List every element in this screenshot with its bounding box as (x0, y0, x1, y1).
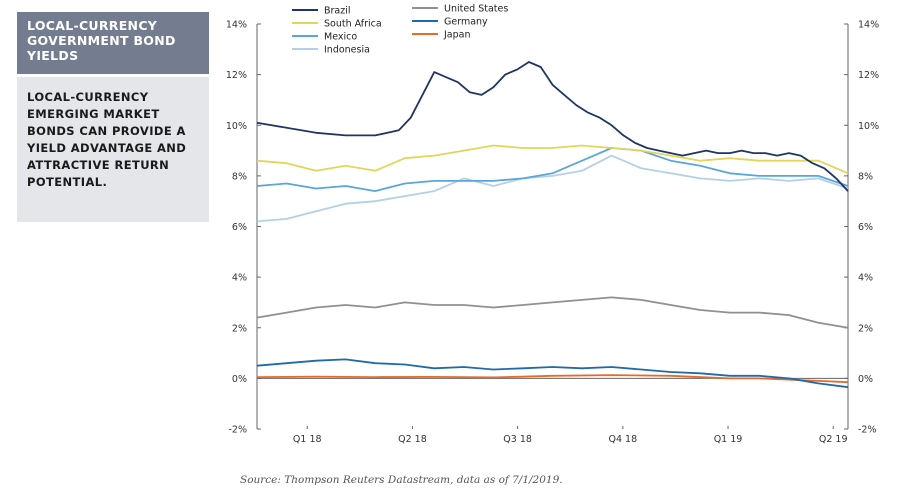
x-tick-label: Q1 18 (293, 434, 322, 445)
y-tick-label-right: 0% (858, 374, 873, 385)
x-tick-label: Q2 18 (398, 434, 427, 445)
y-tick-label-right: 14% (858, 20, 879, 31)
y-tick-label-left: 14% (226, 20, 247, 31)
series-line-brazil (256, 61, 849, 192)
series-line-japan (256, 374, 849, 384)
y-tick-label-left: 4% (232, 273, 247, 284)
legend-label-south-africa: South Africa (324, 19, 382, 30)
series-line-indonesia (256, 154, 849, 223)
y-tick-label-left: 0% (232, 374, 247, 385)
y-tick-label-right: 2% (858, 323, 873, 334)
x-tick-label: Q4 18 (609, 434, 638, 445)
source-note: Source: Thompson Reuters Datastream, dat… (240, 474, 563, 486)
x-tick-label: Q1 19 (714, 434, 743, 445)
y-tick-label-right: 4% (858, 273, 873, 284)
y-tick-label-right: 8% (858, 171, 873, 182)
series-line-germany (256, 358, 849, 389)
chart-title-box: LOCAL-CURRENCY GOVERNMENT BOND YIELDS (17, 12, 209, 74)
series-line-south-africa (256, 144, 849, 175)
y-tick-label-left: 10% (226, 121, 247, 132)
sidebar: LOCAL-CURRENCY GOVERNMENT BOND YIELDS LO… (17, 12, 209, 222)
y-tick-label-left: -2% (229, 425, 248, 436)
y-tick-label-left: 6% (232, 222, 247, 233)
y-tick-label-right: 10% (858, 121, 879, 132)
y-tick-label-left: 2% (232, 323, 247, 334)
x-tick-label: Q2 19 (819, 434, 848, 445)
description-box: LOCAL-CURRENCY EMERGING MARKET BONDS CAN… (17, 77, 209, 222)
legend-label-mexico: Mexico (324, 32, 357, 43)
y-tick-label-left: 8% (232, 171, 247, 182)
legend-label-brazil: Brazil (324, 6, 351, 17)
legend-label-japan: Japan (443, 30, 471, 41)
legend-label-indonesia: Indonesia (324, 45, 370, 56)
series-line-united-states (256, 296, 849, 329)
y-tick-label-right: 12% (858, 70, 879, 81)
series-line-mexico (256, 147, 849, 192)
x-tick-label: Q3 18 (503, 434, 532, 445)
y-tick-label-right: 6% (858, 222, 873, 233)
legend-label-germany: Germany (444, 17, 488, 28)
y-tick-label-left: 12% (226, 70, 247, 81)
legend-label-united-states: United States (444, 4, 508, 15)
y-tick-label-right: -2% (858, 425, 877, 436)
